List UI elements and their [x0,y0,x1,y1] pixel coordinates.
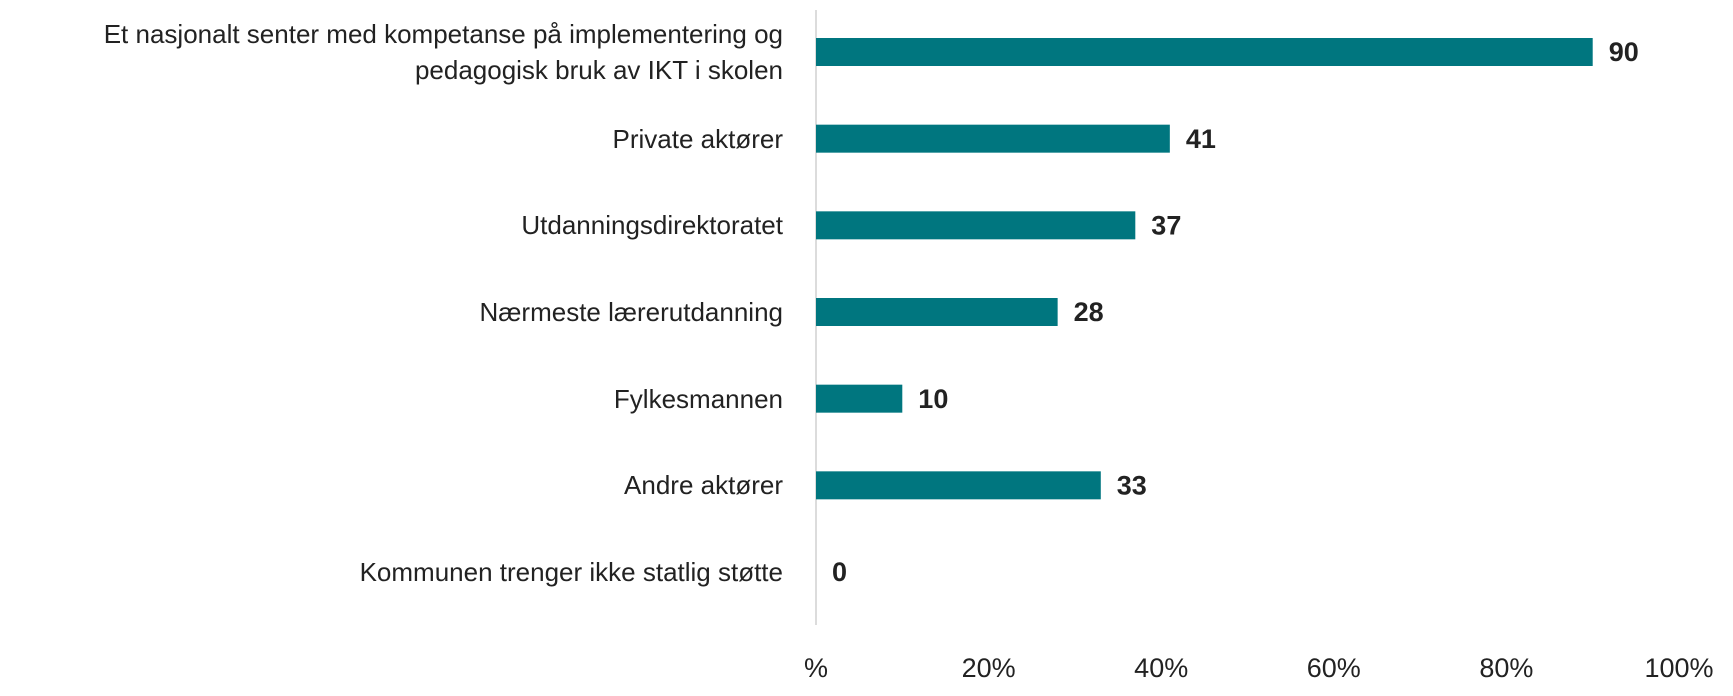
y-tick-label: Kommunen trenger ikke statlig støtte [359,557,783,587]
data-label: 90 [1609,37,1639,67]
data-label: 0 [832,557,847,587]
y-tick-label: Private aktører [612,123,784,154]
data-label: 37 [1151,210,1181,240]
bar [816,211,1136,240]
y-tick-label: Andre aktører [624,470,783,501]
y-tick-label: Utdanningsdirektoratet [521,210,783,241]
bar [816,38,1593,66]
data-label: 33 [1117,470,1147,500]
y-tick-label: Fylkesmannen [613,383,783,414]
bar [816,384,903,413]
y-tick-label: Nærmeste lærerutdanning [479,297,783,327]
bar [816,471,1101,500]
x-tick-label: % [804,653,828,683]
x-tick-label: 100% [1644,653,1713,683]
bar [816,124,1170,153]
data-label: 28 [1074,297,1104,327]
x-tick-label: 60% [1307,653,1361,683]
bar [816,298,1058,326]
data-label: 41 [1186,124,1216,154]
x-tick-label: 40% [1134,653,1188,683]
y-tick-label: Et nasjonalt senter med kompetanse på im… [103,19,783,85]
data-label: 10 [918,384,948,414]
x-tick-label: 20% [962,653,1016,683]
x-tick-label: 80% [1479,653,1533,683]
